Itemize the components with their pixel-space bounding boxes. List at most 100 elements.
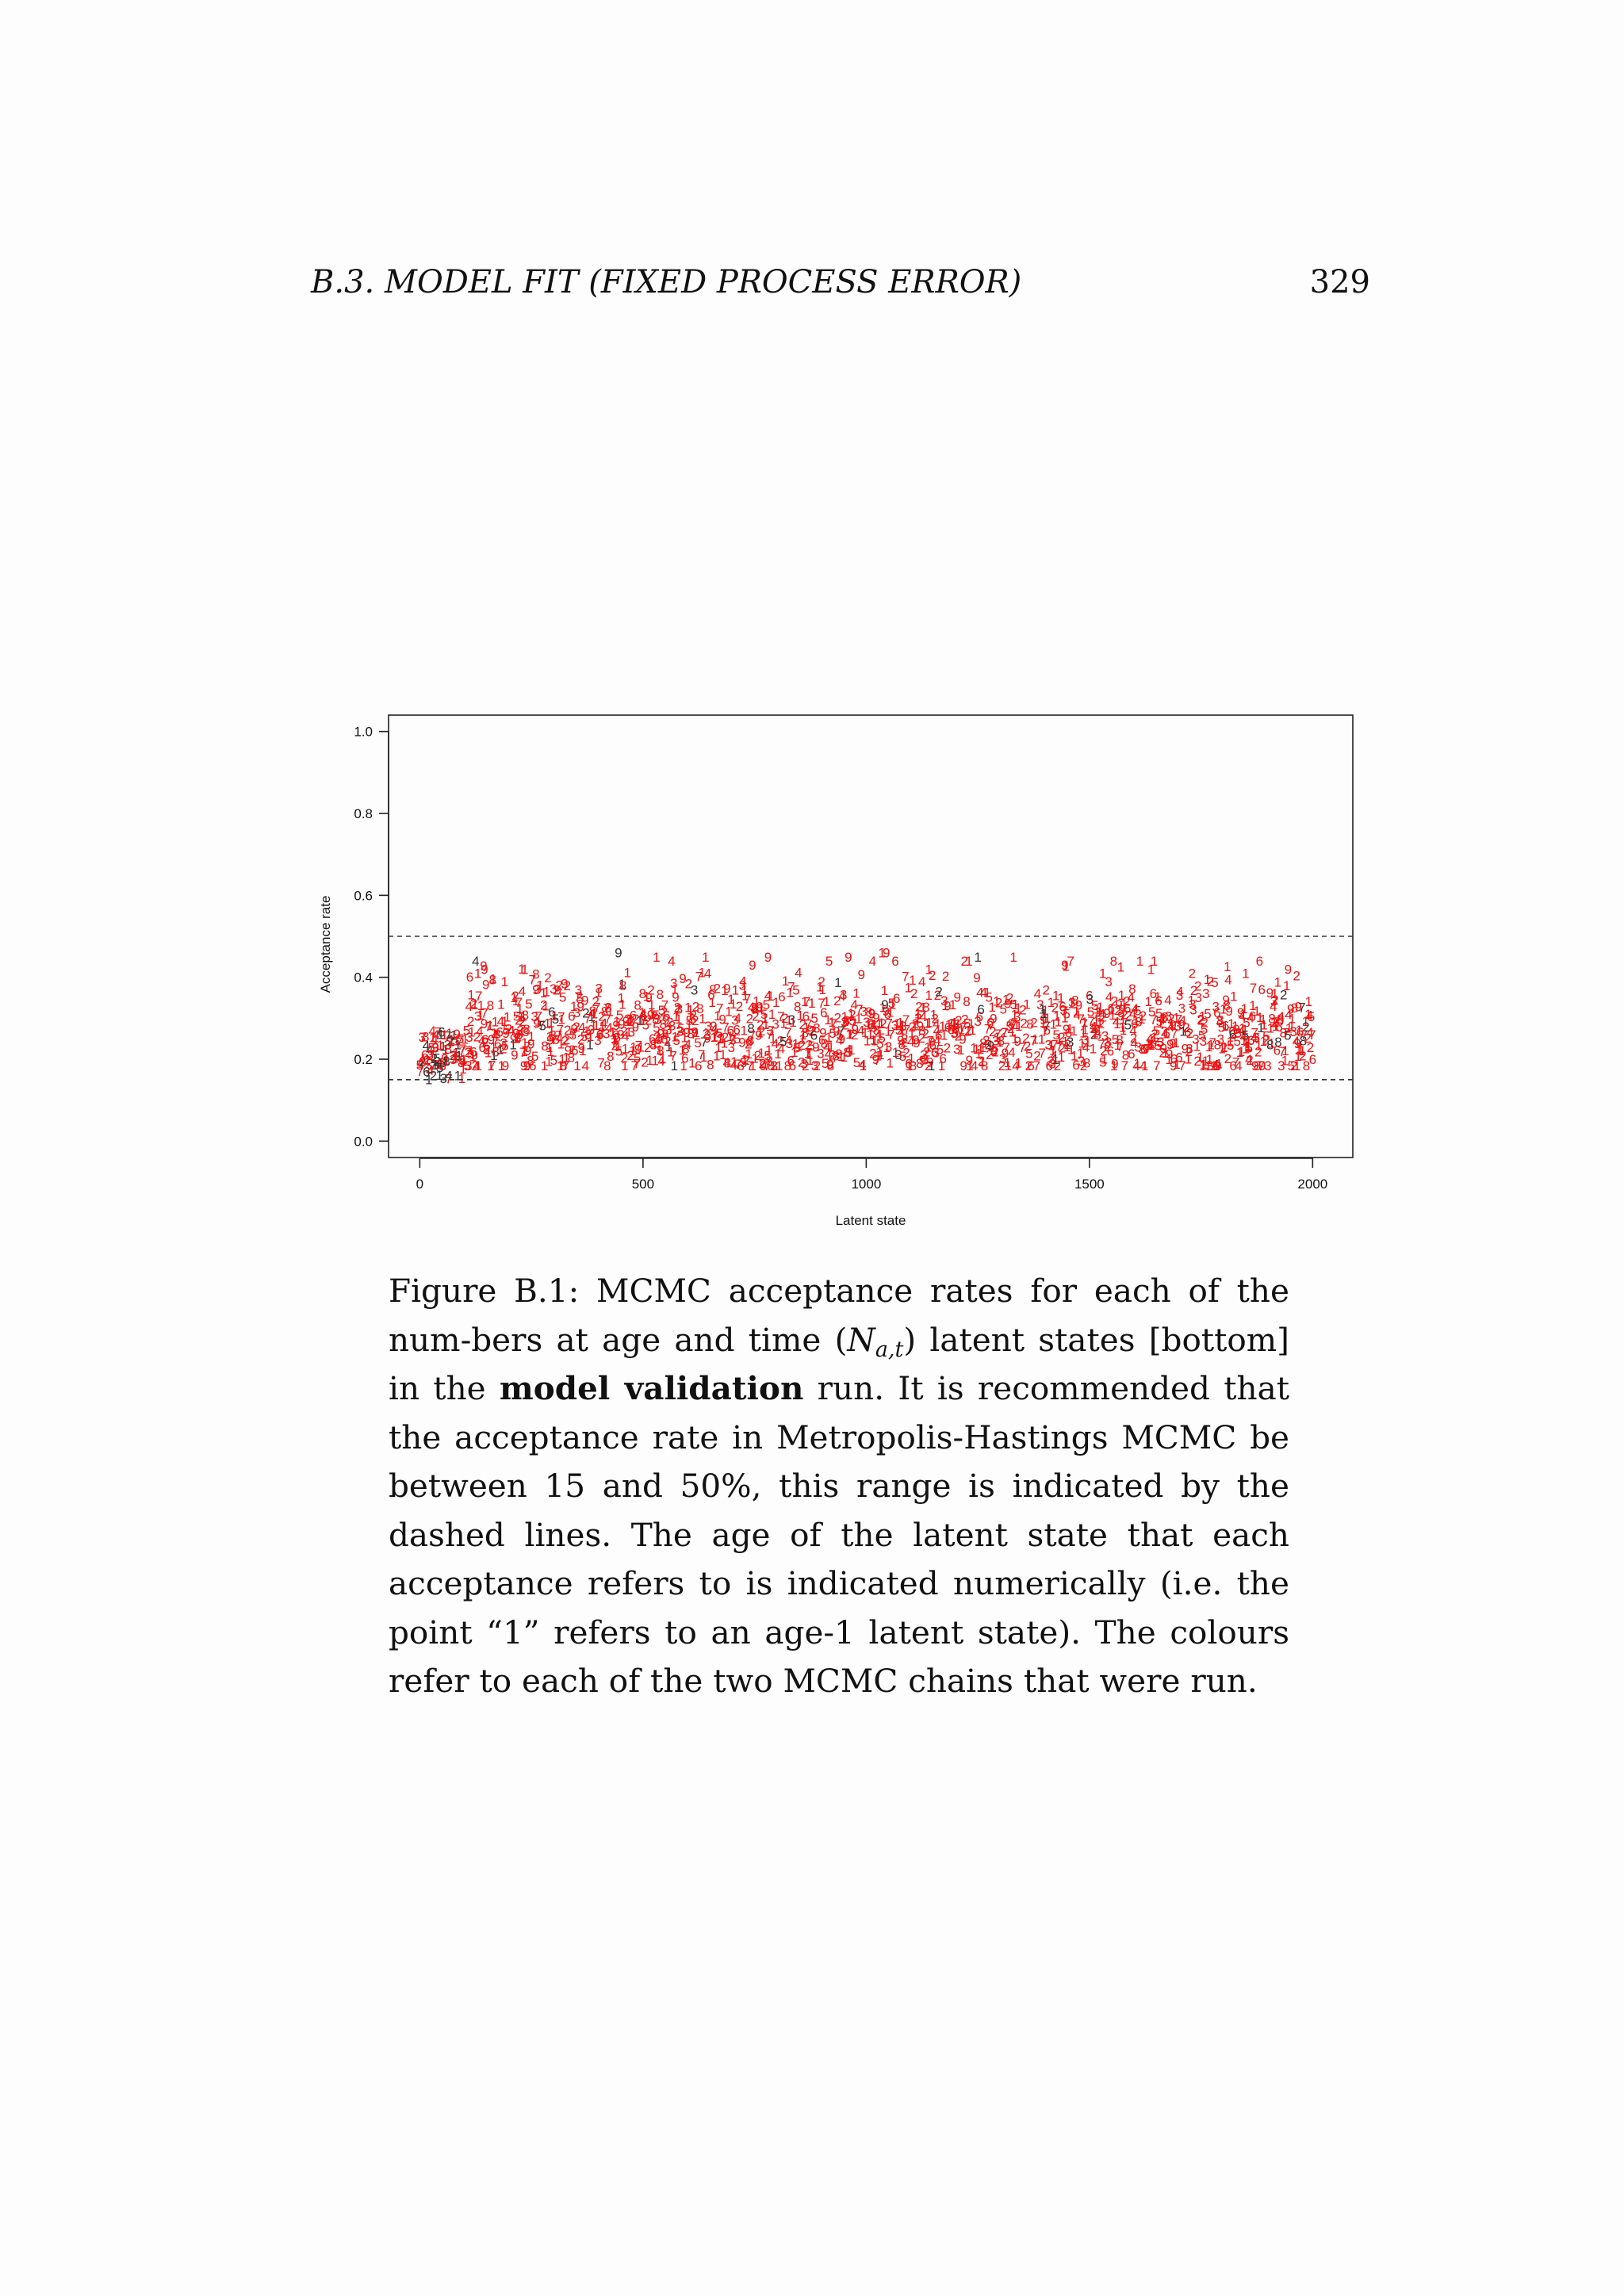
data-point: 2: [1189, 966, 1196, 982]
data-point: 9: [617, 1027, 624, 1043]
data-point: 1: [1078, 1036, 1086, 1051]
data-point: 2: [1201, 1016, 1208, 1031]
data-point: 7: [1178, 1058, 1185, 1073]
data-point: 9: [622, 1014, 630, 1029]
data-point: 1: [1242, 1042, 1249, 1057]
data-point: 9: [488, 1032, 495, 1047]
data-point: 2: [925, 1058, 932, 1073]
data-point: 1: [1162, 1026, 1170, 1041]
data-point: 1: [653, 950, 660, 965]
data-point: 3: [1174, 1019, 1182, 1034]
data-point: 6: [891, 954, 898, 969]
data-point: 1: [462, 1032, 469, 1047]
data-point: 8: [1083, 1056, 1090, 1071]
data-point: 1: [541, 1058, 548, 1073]
data-point: 2: [1159, 1011, 1166, 1026]
data-point: 4: [753, 1002, 760, 1017]
data-point: 2: [434, 1054, 441, 1070]
data-point: 7: [700, 1035, 707, 1050]
data-point: 1: [1297, 1041, 1304, 1056]
x-tick-label: 2000: [1297, 1177, 1327, 1192]
data-point: 4: [600, 1016, 607, 1031]
data-point: 7: [584, 1012, 591, 1027]
data-point: 3: [1068, 995, 1075, 1010]
data-point: 8: [979, 1035, 986, 1050]
data-point: 2: [598, 1008, 605, 1024]
data-point: 2: [1114, 1003, 1121, 1018]
data-point: 5: [952, 1025, 959, 1040]
data-point: 9: [482, 978, 489, 993]
data-point: 2: [592, 994, 599, 1009]
data-point: 1: [871, 1033, 878, 1048]
data-point: 3: [439, 1058, 446, 1073]
data-point: 9: [657, 1026, 665, 1041]
data-point: 4: [1176, 984, 1183, 999]
data-point: 5: [895, 1023, 902, 1038]
data-point: 3: [1216, 1014, 1223, 1029]
data-point: 1: [774, 1047, 781, 1062]
data-point: 6: [529, 1058, 536, 1073]
data-point: 1: [717, 1031, 724, 1046]
data-point: 3: [1013, 1009, 1021, 1024]
data-point: 7: [635, 1039, 642, 1054]
data-point: 1: [725, 1004, 732, 1020]
data-point: 1: [714, 1040, 722, 1055]
data-point: 1: [919, 1001, 926, 1016]
data-point: 9: [524, 1043, 531, 1058]
data-point: 9: [527, 1037, 534, 1052]
x-tick-label: 500: [632, 1177, 654, 1192]
data-point: 8: [1122, 1047, 1129, 1062]
data-point: 4: [730, 1058, 737, 1073]
data-point: 3: [786, 1036, 793, 1051]
data-point: 4: [1239, 1008, 1246, 1024]
data-point: 9: [826, 1057, 833, 1072]
data-point: 3: [431, 1041, 439, 1056]
data-point: 6: [1213, 1005, 1220, 1020]
data-point: 9: [966, 1053, 973, 1068]
data-point: 4: [417, 1056, 424, 1071]
data-point: 2: [1220, 1040, 1228, 1055]
data-point: 9: [845, 950, 852, 965]
data-point: 1: [751, 1051, 758, 1066]
data-point: 8: [696, 1001, 703, 1016]
data-point: 5: [677, 1021, 684, 1036]
data-point: 1: [590, 1018, 597, 1033]
data-point: 1: [680, 1058, 687, 1073]
data-point: 1: [988, 1000, 995, 1015]
data-point: 6: [1249, 1008, 1256, 1024]
data-point: 3: [771, 1058, 778, 1073]
data-point: 4: [427, 1062, 434, 1077]
data-point: 1: [1226, 1035, 1233, 1050]
data-point: 7: [557, 1009, 565, 1024]
data-point: 1: [801, 994, 808, 1009]
data-point: 7: [1030, 1034, 1037, 1049]
data-point: 1: [881, 983, 888, 998]
data-point: 2: [1151, 1027, 1158, 1042]
data-point: 3: [1067, 1035, 1074, 1050]
data-point: 1: [613, 1014, 620, 1029]
data-point: 2: [1186, 1026, 1193, 1041]
data-point: 6: [1149, 1036, 1156, 1051]
data-point: 4: [739, 974, 746, 989]
data-point: 8: [784, 1058, 791, 1073]
data-point: 5: [807, 1039, 814, 1054]
data-point: 1: [1253, 1004, 1260, 1019]
data-point: 5: [694, 1035, 701, 1050]
data-point: 1: [611, 1031, 618, 1046]
data-point: 9: [819, 1025, 826, 1040]
data-point: 1: [893, 1016, 900, 1031]
data-point: 1: [870, 1032, 877, 1047]
data-point: 1: [1220, 1002, 1227, 1017]
data-point: 1: [1173, 1011, 1180, 1026]
data-point: 1: [1215, 1057, 1222, 1072]
data-point: 1: [496, 1042, 504, 1057]
data-point: 2: [742, 1053, 749, 1068]
data-point: 2: [1104, 1039, 1111, 1054]
data-point: 1: [459, 1062, 466, 1077]
data-point: 1: [757, 1001, 764, 1016]
data-point: 7: [555, 1027, 562, 1043]
data-point: 2: [942, 969, 949, 984]
data-point: 1: [557, 1058, 564, 1073]
data-point: 3: [465, 1030, 473, 1045]
data-point: 1: [651, 1035, 658, 1050]
